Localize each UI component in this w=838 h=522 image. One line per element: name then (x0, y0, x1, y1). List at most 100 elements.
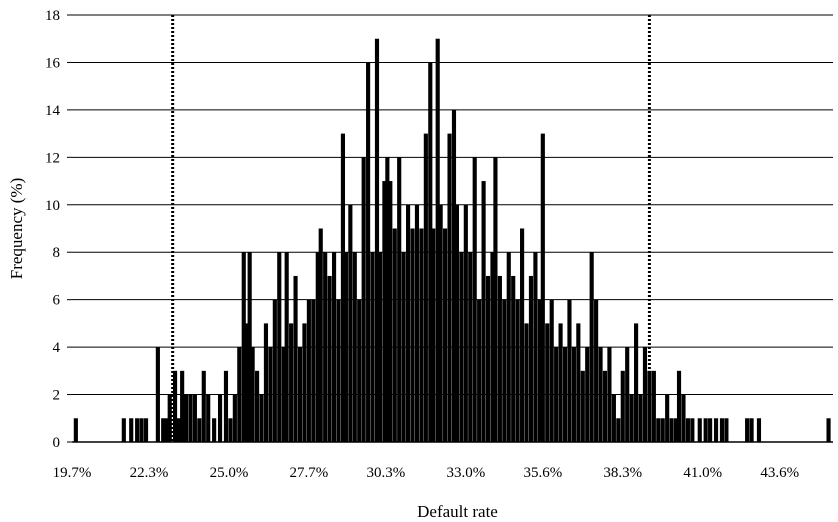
x-tick-label: 35.6% (523, 465, 562, 481)
histogram-bar (217, 394, 223, 442)
histogram-bar (454, 204, 460, 442)
histogram-bar (212, 418, 217, 442)
histogram-bar (681, 394, 686, 442)
histogram-bar (540, 133, 545, 442)
histogram-bar (481, 181, 486, 443)
histogram-bar (228, 418, 233, 442)
histogram-bar (497, 275, 502, 442)
histogram-bar (713, 418, 719, 442)
histogram-bar (594, 299, 599, 442)
x-tick-label: 33.0% (446, 465, 485, 481)
histogram-bar (306, 299, 311, 442)
histogram-bar (642, 347, 648, 442)
histogram-bar (585, 347, 590, 442)
y-tick-label: 10 (45, 198, 60, 214)
histogram-bar (135, 418, 140, 442)
histogram-bar (625, 347, 630, 442)
histogram-bar (155, 347, 160, 442)
histogram-bar (281, 347, 286, 442)
histogram-bar (589, 252, 594, 442)
histogram-bar (366, 62, 371, 442)
histogram-bar (506, 252, 511, 442)
histogram-bar (576, 323, 581, 442)
histogram-bar (598, 347, 603, 442)
histogram-bar (431, 228, 436, 442)
x-tick-label: 41.0% (683, 465, 722, 481)
histogram-bar (443, 228, 448, 442)
x-axis-title: Default rate (417, 502, 498, 521)
histogram-bar (629, 394, 634, 442)
histogram-bar (263, 323, 269, 442)
histogram-bar (192, 394, 197, 442)
x-tick-label: 38.3% (603, 465, 642, 481)
histogram-bar (669, 418, 674, 442)
histogram-bar (745, 418, 750, 442)
histogram-bar (315, 252, 320, 442)
histogram-bar (749, 418, 754, 442)
histogram-bar (438, 204, 443, 442)
x-axis-ticks: 19.7% 22.3% 25.0% 27.7% 30.3% 33.0% 35.6% 38.3%… (53, 465, 799, 481)
x-tick-label: 43.6% (760, 465, 799, 481)
histogram-bar (690, 418, 695, 442)
histogram-bar (724, 418, 729, 442)
histogram-bar (676, 370, 682, 442)
histogram-bar (302, 323, 307, 442)
histogram-bar (139, 418, 144, 442)
histogram-bar (665, 394, 670, 442)
histogram-bar (188, 394, 193, 442)
histogram-bar (277, 252, 282, 442)
histogram-bar (323, 252, 328, 442)
histogram-bar (419, 228, 424, 442)
histogram-bar (410, 228, 415, 442)
histogram-bar (656, 418, 661, 442)
histogram-bar (414, 204, 420, 442)
histogram-bar (602, 370, 608, 442)
histogram-bar (244, 323, 249, 442)
y-tick-label: 18 (45, 8, 60, 24)
histogram-bar (428, 62, 433, 442)
histogram-bar (611, 394, 616, 442)
histogram-bar (343, 252, 348, 442)
histogram-bar (172, 370, 178, 442)
y-tick-label: 16 (45, 55, 61, 71)
histogram-bar (549, 299, 554, 442)
histogram-bar (73, 418, 78, 442)
histogram-bar (651, 370, 656, 442)
histogram-bar (401, 252, 406, 442)
histogram-bar (348, 204, 353, 442)
y-tick-label: 14 (45, 103, 61, 119)
x-tick-label: 22.3% (130, 465, 169, 481)
histogram-bar (554, 347, 559, 442)
histogram-bar (385, 157, 390, 443)
histogram-bar (673, 418, 679, 442)
threshold-lines (171, 15, 651, 442)
y-tick-label: 4 (53, 340, 61, 356)
histogram-bar (272, 299, 277, 442)
histogram-bar (567, 299, 572, 442)
histogram-bar (562, 347, 568, 442)
histogram-bar (638, 394, 643, 442)
histogram-bar (370, 252, 375, 442)
histogram-bar (268, 347, 273, 442)
histogram-bar (250, 347, 255, 442)
histogram-bar (463, 204, 468, 442)
histogram-bar (164, 418, 169, 442)
histogram-bar (259, 394, 264, 442)
histogram-bar (293, 275, 298, 442)
histogram-bar (223, 370, 229, 442)
histogram-bar (374, 38, 380, 442)
histogram-bar (180, 370, 185, 442)
histogram-bar (297, 347, 303, 442)
histogram-bar (241, 252, 246, 442)
histogram-bar (524, 323, 529, 442)
histogram-bar (392, 228, 397, 442)
histogram-bar (289, 323, 294, 442)
x-tick-label: 19.7% (53, 465, 92, 481)
histogram-bar (435, 38, 440, 442)
histogram-bar (537, 299, 542, 442)
histogram-bar (545, 323, 550, 442)
histogram-bar (247, 252, 252, 442)
histogram-bars (73, 38, 831, 443)
y-tick-label: 8 (53, 245, 61, 261)
